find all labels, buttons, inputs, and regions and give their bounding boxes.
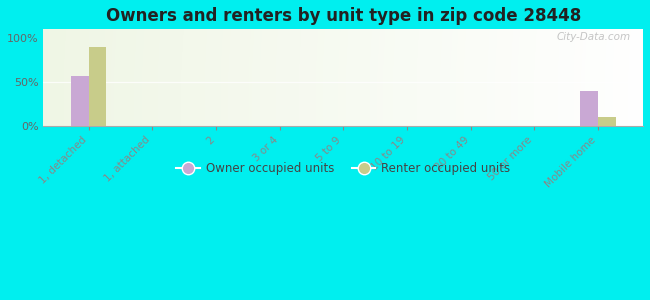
Legend: Owner occupied units, Renter occupied units: Owner occupied units, Renter occupied un… — [172, 157, 515, 180]
Bar — [71, 76, 88, 126]
Bar — [598, 117, 616, 126]
Title: Owners and renters by unit type in zip code 28448: Owners and renters by unit type in zip c… — [105, 7, 581, 25]
Bar — [580, 91, 598, 126]
Text: City-Data.com: City-Data.com — [557, 32, 631, 42]
Bar — [88, 47, 107, 126]
